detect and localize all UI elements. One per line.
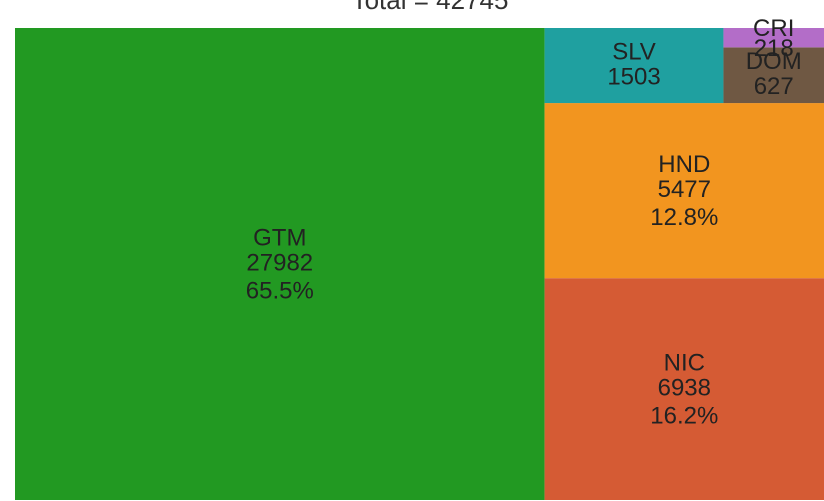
treemap-cell [723,28,824,48]
cell-value: 218 [754,35,794,62]
cell-label: NIC [664,349,705,376]
cell-label: SLV [612,38,656,65]
treemap-cell [544,103,824,279]
cell-percent: 65.5% [246,277,314,304]
cell-label: DOM [746,48,802,75]
cell-percent: 16.2% [650,402,718,429]
cell-value: 627 [754,73,794,100]
cell-value: 27982 [246,249,313,276]
cell-value: 1503 [607,63,660,90]
cell-value: 6938 [658,374,711,401]
chart-title: Total = 42745 [352,0,509,15]
cell-value: 5477 [658,176,711,203]
treemap-cell [15,28,545,500]
treemap-cell [723,47,824,104]
cell-label: GTM [253,224,306,251]
treemap-cell [544,278,824,500]
treemap-cell [544,28,724,104]
cell-percent: 12.8% [650,204,718,231]
cell-label: HND [658,151,710,178]
cell-label: CRI [753,15,794,42]
